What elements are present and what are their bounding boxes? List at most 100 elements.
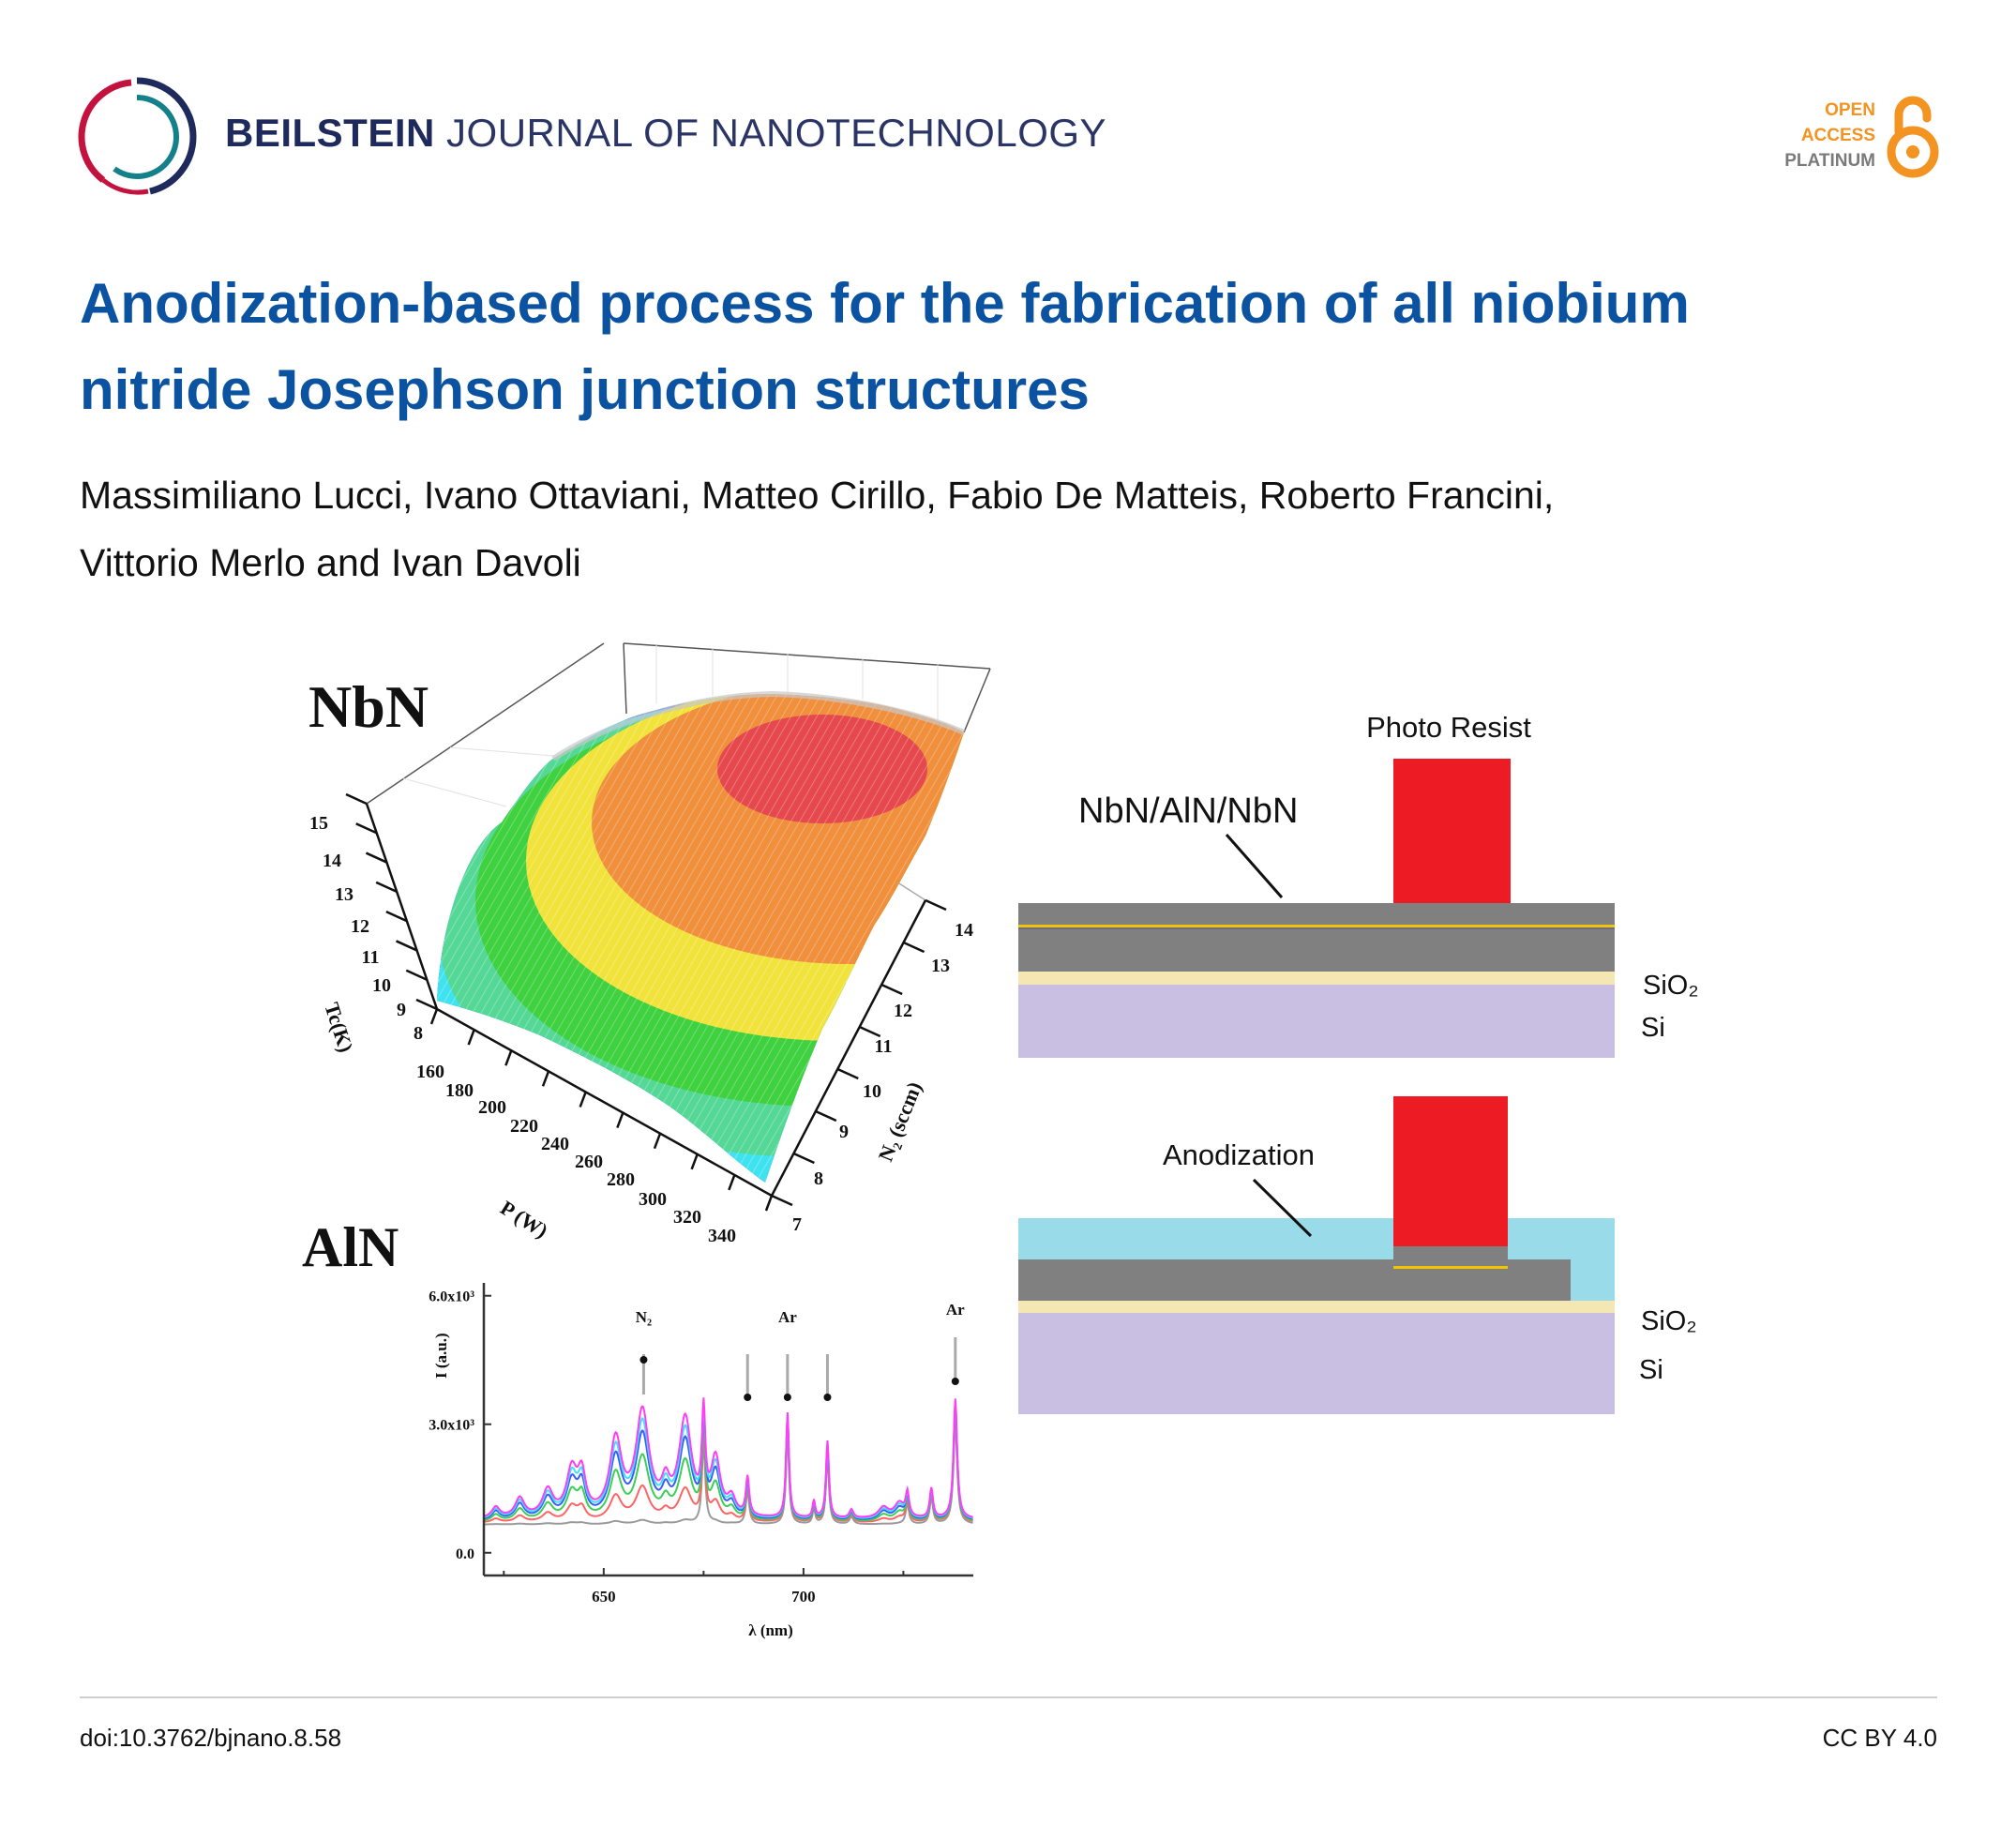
- power-tick-label: 200: [478, 1097, 506, 1118]
- power-tick-label: 160: [416, 1062, 444, 1082]
- nbn-aln-nbn-trilayer: [1018, 903, 1615, 972]
- power-tick: [541, 1070, 550, 1087]
- oa-access-text: ACCESS: [1800, 126, 1875, 145]
- tc-axis-line: [365, 803, 439, 1010]
- sio2-label-top: SiO₂: [1643, 971, 1699, 1001]
- anodization-leader-line: [1252, 1178, 1313, 1238]
- junction-stack: [1393, 1246, 1508, 1261]
- back-grid: [402, 645, 939, 807]
- power-tick: [690, 1153, 699, 1170]
- oa-open-text: OPEN: [1825, 100, 1875, 120]
- spectrum-axes: 6.0x10³ 3.0x10³ 0.0 650 700 N₂ Ar Ar: [429, 1283, 973, 1605]
- journal-name-rest: JOURNAL OF NANOTECHNOLOGY: [446, 111, 1107, 155]
- tc-tick: [415, 998, 438, 1011]
- license-text: CC BY 4.0: [1822, 1724, 1937, 1752]
- n2-axis-line: [770, 899, 927, 1197]
- spectrum-line-green: [483, 1409, 973, 1521]
- tc-axis-label: Tc(K): [320, 1000, 358, 1055]
- peak-marker-dot: [951, 1378, 959, 1385]
- power-tick-label: 220: [510, 1116, 538, 1137]
- oa-platinum-text: PLATINUM: [1784, 151, 1875, 171]
- sio2-layer-top: [1018, 972, 1615, 985]
- peak-marker-dot: [744, 1394, 752, 1401]
- n2-tick: [792, 1152, 815, 1165]
- nbn-base-electrode: [1018, 1259, 1571, 1301]
- n2-tick: [836, 1067, 859, 1080]
- surface-top-edge: [551, 690, 966, 761]
- power-tick-label: 320: [673, 1207, 701, 1228]
- tc-tick: [365, 852, 387, 864]
- power-tick: [467, 1029, 475, 1046]
- power-tick: [429, 1008, 439, 1025]
- n2-tick: [925, 898, 947, 912]
- tc-tick-label: 13: [335, 884, 354, 905]
- spectrum-line-gray: [484, 1421, 973, 1526]
- surface-ticks: 1514131211109816018020022024026028030032…: [309, 792, 973, 1246]
- y-axis-label: I (a.u.): [432, 1333, 450, 1379]
- tc-tick-label: 14: [323, 851, 341, 871]
- title-line-2: nitride Josephson junction structures: [80, 358, 1090, 421]
- beilstein-logo-icon: [78, 77, 197, 195]
- tc-tick-label: 10: [372, 975, 391, 996]
- journal-name: BEILSTEIN JOURNAL OF NANOTECHNOLOGY: [225, 111, 1106, 156]
- power-tick-label: 280: [607, 1169, 635, 1190]
- y-tick-label: 3.0x10³: [429, 1418, 474, 1434]
- photo-resist-block-top: [1393, 759, 1511, 905]
- open-lock-icon: [1887, 96, 1939, 178]
- trilayer-label: NbN/AlN/NbN: [1078, 791, 1298, 831]
- power-tick: [616, 1112, 624, 1128]
- power-tick: [728, 1174, 736, 1191]
- power-tick-label: 240: [541, 1134, 569, 1154]
- n2-tick: [880, 983, 903, 996]
- tc-tick-label: 15: [309, 813, 328, 834]
- tc-tick-label: 11: [362, 947, 380, 968]
- power-tick-label: 300: [639, 1189, 667, 1210]
- power-axis-line: [436, 1007, 773, 1198]
- spectrum-line-red: [483, 1414, 973, 1523]
- sio2-layer-bottom: [1018, 1301, 1615, 1313]
- n2-tick-label: 13: [931, 956, 950, 976]
- tc-tick: [396, 940, 418, 952]
- power-tick-label: 340: [708, 1226, 736, 1246]
- x-tick-label: 700: [791, 1588, 816, 1605]
- spectrum-line-blue: [483, 1404, 973, 1520]
- article-title: Anodization-based process for the fabric…: [80, 261, 1955, 433]
- peak-marker-dot: [639, 1356, 648, 1364]
- tc-tick: [385, 911, 408, 923]
- si-substrate-bottom: [1018, 1313, 1615, 1414]
- barrier-edge-line: [1018, 927, 1615, 929]
- aln-emission-spectrum: AlN 6.0x10³ 3.0x10³ 0.0 650 700 N₂ Ar Ar I (a.u…: [302, 1216, 973, 1639]
- anodization-process-diagram: Photo Resist NbN/AlN/NbN SiO₂ Si Anodiza…: [1018, 711, 1699, 1414]
- n2-tick: [815, 1109, 837, 1123]
- n2-tick: [859, 1025, 881, 1038]
- n2-tick-label: 12: [894, 1001, 912, 1021]
- spectrum-line-magenta: [483, 1397, 973, 1518]
- power-tick-label: 180: [445, 1080, 474, 1101]
- plot-box-lines: [366, 642, 991, 901]
- n2-tick: [903, 941, 925, 954]
- n2-tick: [771, 1194, 793, 1207]
- author-list: Massimiliano Lucci, Ivano Ottaviani, Mat…: [80, 461, 1955, 596]
- n2-tick-label: 10: [863, 1081, 881, 1102]
- doi-text: doi:10.3762/bjnano.8.58: [80, 1724, 342, 1752]
- footer-divider: [80, 1696, 1937, 1698]
- anodization-label: Anodization: [1163, 1138, 1315, 1171]
- tc-tick: [375, 881, 398, 893]
- si-substrate-top: [1018, 985, 1615, 1058]
- sio2-label-bottom: SiO₂: [1641, 1306, 1697, 1336]
- trilayer-leader-line: [1225, 834, 1284, 898]
- photo-resist-block-bottom: [1393, 1096, 1508, 1246]
- n2-tick-label: 8: [814, 1168, 823, 1189]
- authors-line-1: Massimiliano Lucci, Ivano Ottaviani, Mat…: [80, 474, 1555, 517]
- junction-barrier: [1393, 1266, 1508, 1269]
- power-tick: [504, 1049, 513, 1066]
- tc-tick-label: 8: [414, 1023, 423, 1044]
- spectrum-series: [483, 1397, 973, 1526]
- peak-marker-dot: [783, 1394, 791, 1401]
- surface-mesh-texture: [437, 694, 964, 1183]
- authors-line-2: Vittorio Merlo and Ivan Davoli: [80, 541, 581, 584]
- power-tick-label: 260: [575, 1152, 603, 1172]
- tc-tick: [405, 969, 428, 981]
- peak-annotation: Ar: [778, 1308, 797, 1326]
